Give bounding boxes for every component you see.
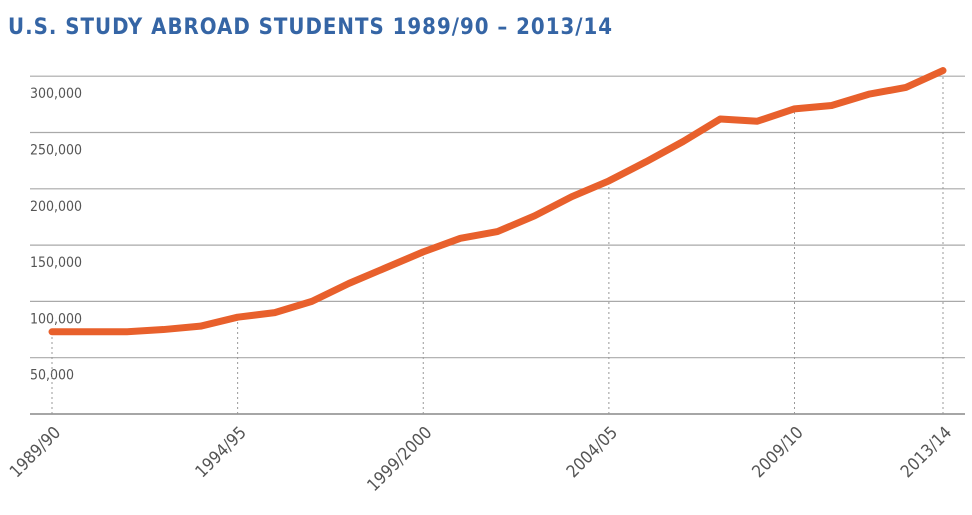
x-tick-label: 2013/14 — [897, 423, 956, 482]
y-tick-label: 100,000 — [30, 311, 82, 327]
x-tick-label: 1989/90 — [6, 423, 65, 482]
x-tick-label: 1994/95 — [192, 423, 251, 482]
chart-title: U.S. STUDY ABROAD STUDENTS 1989/90 – 201… — [8, 15, 613, 40]
y-tick-label: 250,000 — [30, 143, 82, 159]
y-tick-label: 300,000 — [30, 86, 82, 102]
y-tick-label: 50,000 — [30, 368, 74, 384]
x-tick-label: 2004/05 — [563, 423, 622, 482]
y-tick-label: 200,000 — [30, 199, 82, 215]
y-tick-label: 150,000 — [30, 255, 82, 271]
data-line — [48, 67, 947, 336]
x-tick-label: 2009/10 — [749, 423, 808, 482]
x-tick-label: 1999/2000 — [364, 423, 437, 496]
